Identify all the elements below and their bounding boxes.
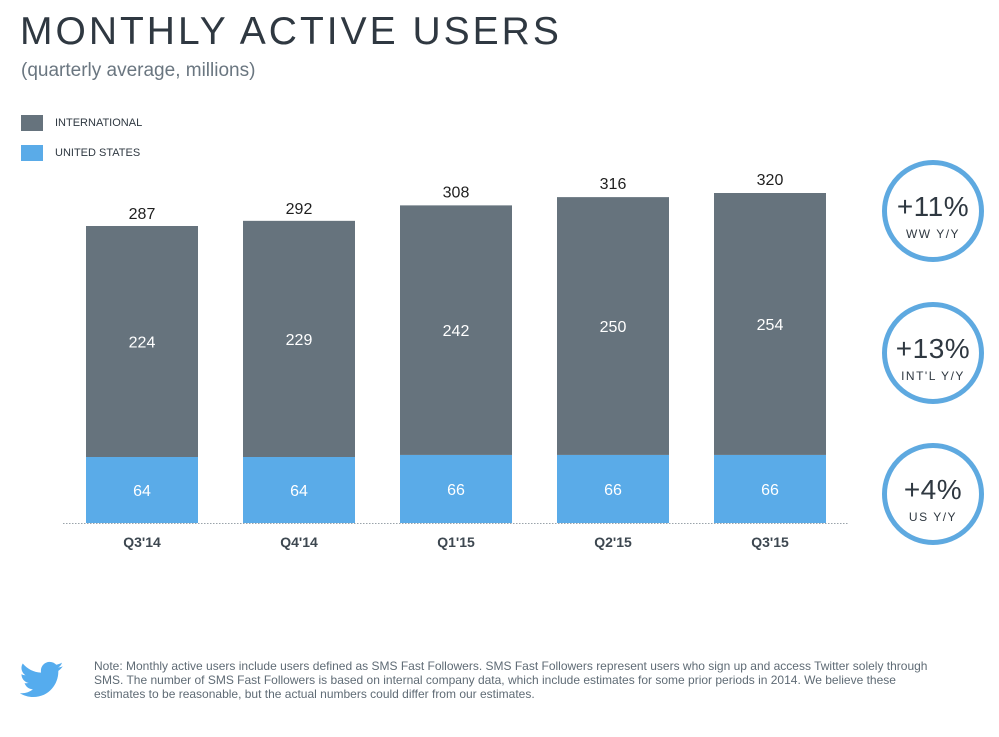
bar-us-3 (557, 454, 669, 523)
legend-label-international: INTERNATIONAL (55, 117, 143, 129)
bar-label-us-1: 64 (290, 483, 308, 500)
bar-label-intl-4: 254 (757, 317, 784, 334)
total-label-1: 292 (286, 201, 313, 218)
us-growth-callout: +4% US Y/Y (882, 443, 984, 545)
x-tick-label-2: Q1'15 (437, 534, 475, 550)
bar-label-intl-0: 224 (129, 335, 156, 352)
bar-intl-0 (86, 226, 198, 457)
ww-growth-caption: WW Y/Y (905, 227, 961, 241)
x-tick-label-3: Q2'15 (594, 534, 632, 550)
bar-us-1 (243, 457, 355, 523)
total-label-0: 287 (129, 206, 156, 223)
footnote: Note: Monthly active users include users… (94, 659, 928, 701)
bar-intl-4 (714, 193, 826, 455)
legend-swatch-international (21, 115, 43, 131)
legend-swatch-united-states (21, 145, 43, 161)
bar-label-intl-3: 250 (600, 319, 627, 336)
bar-us-0 (86, 457, 198, 523)
bar-label-intl-2: 242 (443, 323, 470, 340)
intl-growth-value: +13% (895, 333, 971, 364)
twitter-bird-icon (20, 661, 64, 698)
page-subtitle: (quarterly average, millions) (21, 60, 256, 81)
bar-us-2 (400, 454, 512, 523)
x-tick-label-4: Q3'15 (751, 534, 789, 550)
bar-label-us-0: 64 (133, 483, 151, 500)
ww-growth-value: +11% (896, 191, 970, 222)
legend-label-united-states: UNITED STATES (55, 147, 141, 159)
total-label-3: 316 (600, 176, 627, 193)
x-tick-label-0: Q3'14 (123, 534, 161, 550)
bar-label-us-4: 66 (761, 482, 779, 499)
total-label-2: 308 (443, 184, 470, 201)
intl-growth-caption: INT'L Y/Y (901, 369, 965, 383)
ww-growth-callout: +11% WW Y/Y (882, 160, 984, 262)
x-tick-label-1: Q4'14 (280, 534, 318, 550)
bar-intl-3 (557, 197, 669, 455)
page-title: MONTHLY ACTIVE USERS (20, 10, 562, 53)
total-label-4: 320 (757, 172, 784, 189)
us-growth-value: +4% (903, 474, 963, 505)
intl-growth-callout: +13% INT'L Y/Y (882, 302, 984, 404)
us-growth-caption: US Y/Y (908, 510, 958, 524)
bar-label-intl-1: 229 (286, 332, 313, 349)
bar-label-us-3: 66 (604, 482, 622, 499)
bar-label-us-2: 66 (447, 482, 465, 499)
bar-intl-1 (243, 220, 355, 457)
bar-intl-2 (400, 205, 512, 455)
bar-us-4 (714, 454, 826, 523)
